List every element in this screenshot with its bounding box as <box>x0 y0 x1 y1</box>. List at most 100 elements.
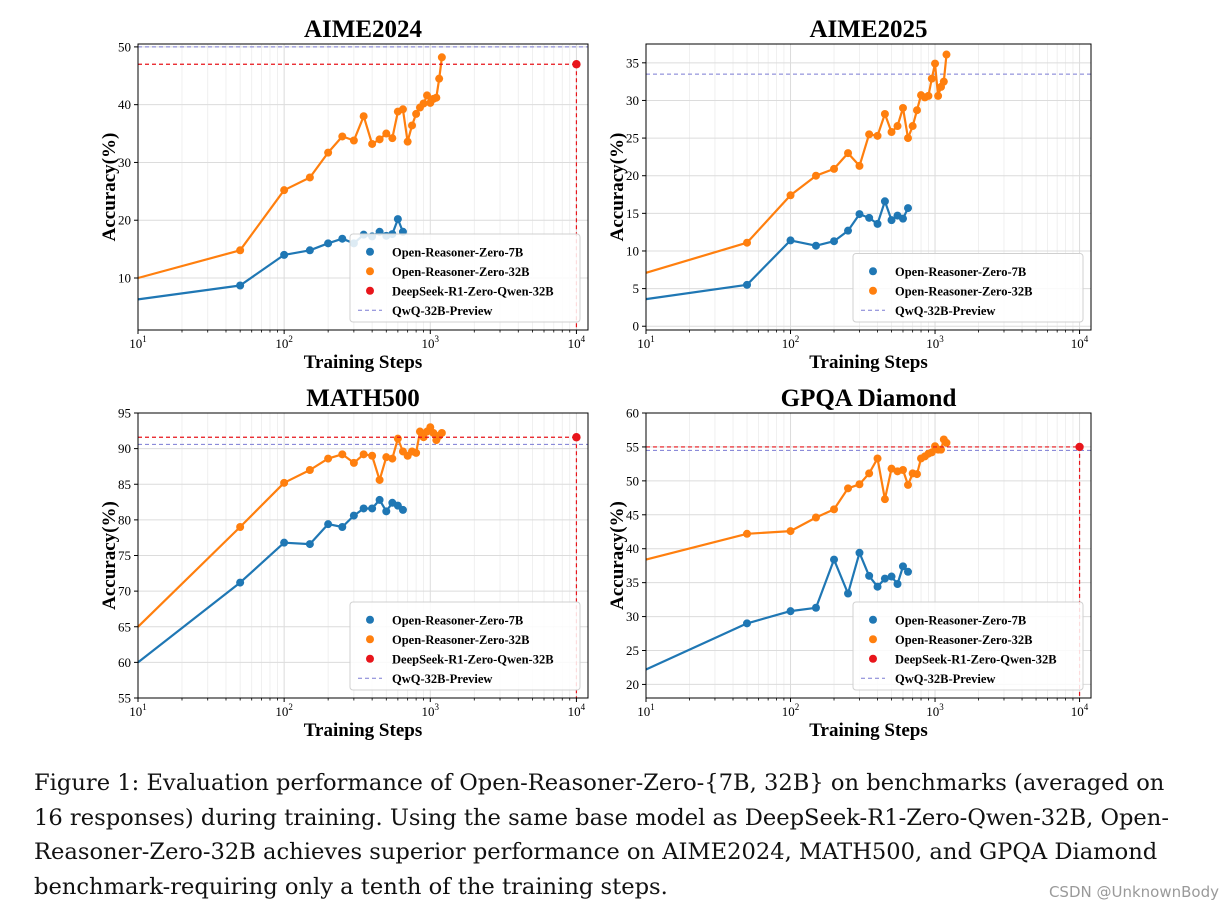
data-point <box>942 50 951 59</box>
legend-box <box>349 233 581 323</box>
data-point <box>338 132 347 141</box>
data-point <box>236 578 245 587</box>
data-point <box>359 504 368 513</box>
data-point <box>942 438 951 447</box>
legend-label: QwQ-32B-Preview <box>895 304 995 318</box>
data-point <box>830 505 839 514</box>
y-tick-label: 5 <box>633 281 640 296</box>
x-tick-label: 104 <box>568 702 586 719</box>
y-tick-label: 55 <box>626 439 639 454</box>
chart-title: AIME2025 <box>809 16 927 43</box>
legend-swatch-dot <box>869 654 877 663</box>
data-point <box>382 453 391 462</box>
y-tick-label: 85 <box>118 477 131 492</box>
data-point <box>855 548 864 557</box>
x-tick-label: 103 <box>422 702 440 719</box>
data-point <box>398 505 407 514</box>
x-tick-label: 102 <box>275 334 293 351</box>
data-point <box>349 511 358 520</box>
legend-label: Open-Reasoner-Zero-7B <box>895 265 1026 279</box>
chart-panel-3: 101 102 103 104 20 25 30 35 40 45 50 55 60 GPQA Diamo… <box>607 385 1092 741</box>
y-tick-label: 55 <box>118 691 131 706</box>
legend-label: DeepSeek-R1-Zero-Qwen-32B <box>895 652 1057 666</box>
data-point <box>898 562 907 571</box>
legend-swatch-dot <box>366 635 374 644</box>
legend-label: QwQ-32B-Preview <box>392 304 492 318</box>
x-tick-label: 104 <box>1071 334 1089 351</box>
legend: Open-Reasoner-Zero-7B Open-Reasoner-Zero-… <box>852 253 1084 323</box>
data-point <box>359 450 368 459</box>
data-point <box>912 470 921 479</box>
y-tick-label: 80 <box>118 512 131 527</box>
data-point <box>743 619 752 628</box>
data-point <box>324 239 333 248</box>
data-point <box>937 445 946 454</box>
data-point <box>811 241 820 250</box>
y-tick-label: 70 <box>118 584 131 599</box>
data-point <box>893 122 902 131</box>
data-point <box>349 458 358 467</box>
data-point <box>830 555 839 564</box>
legend-swatch-dot <box>366 615 374 624</box>
y-tick-label: 75 <box>118 548 131 563</box>
x-tick-label: 101 <box>637 702 655 719</box>
y-tick-label: 20 <box>626 168 639 183</box>
data-point <box>844 226 853 235</box>
data-point <box>887 216 896 225</box>
data-point <box>924 91 933 100</box>
data-point <box>844 149 853 158</box>
legend-swatch-dot <box>366 654 374 663</box>
y-axis-label: Accuracy(%) <box>99 133 120 242</box>
data-point <box>403 137 412 146</box>
data-point <box>904 480 913 489</box>
legend-label: Open-Reasoner-Zero-7B <box>392 613 523 627</box>
data-point <box>743 238 752 247</box>
legend-label: QwQ-32B-Preview <box>392 672 492 686</box>
data-point <box>415 427 424 436</box>
legend-label: DeepSeek-R1-Zero-Qwen-32B <box>392 284 554 298</box>
data-point <box>865 213 874 222</box>
data-point <box>931 59 940 68</box>
data-point <box>375 495 384 504</box>
plot-frame <box>645 43 1092 331</box>
y-tick-label: 25 <box>626 131 639 146</box>
legend-label: Open-Reasoner-Zero-32B <box>392 265 529 279</box>
legend-label: Open-Reasoner-Zero-7B <box>895 613 1026 627</box>
y-tick-label: 30 <box>626 93 639 108</box>
legend-swatch-dot <box>869 615 877 624</box>
y-tick-label: 90 <box>118 441 131 456</box>
legend-label: Open-Reasoner-Zero-32B <box>895 633 1032 647</box>
data-point <box>280 250 289 259</box>
y-tick-label: 95 <box>118 406 131 421</box>
data-point <box>338 523 347 531</box>
data-point <box>880 574 889 583</box>
legend-box <box>852 253 1084 323</box>
data-point <box>412 109 421 118</box>
x-tick-label: 103 <box>926 334 944 351</box>
data-point <box>432 93 441 102</box>
data-point <box>236 523 245 531</box>
x-tick-label: 101 <box>637 334 655 351</box>
chart-panel-0: 101 102 103 104 10 20 30 40 50 AIME2024 Training S… <box>99 16 589 373</box>
data-point <box>873 131 882 140</box>
data-point <box>927 74 936 83</box>
data-point <box>893 580 902 588</box>
legend-swatch-dot <box>366 267 374 276</box>
data-point <box>349 136 358 145</box>
y-tick-label: 30 <box>118 155 131 170</box>
data-point <box>305 173 314 182</box>
x-tick-label: 101 <box>129 702 147 719</box>
legend-box <box>852 601 1084 691</box>
x-tick-label: 102 <box>782 334 800 351</box>
data-point <box>830 237 839 246</box>
x-tick-label: 104 <box>568 334 586 351</box>
data-point <box>873 219 882 228</box>
data-point <box>280 478 289 487</box>
data-point <box>388 134 397 143</box>
data-point <box>855 480 864 489</box>
series-line <box>137 426 443 628</box>
data-point <box>844 484 853 493</box>
data-point <box>393 215 402 224</box>
y-tick-label: 40 <box>118 97 131 112</box>
data-point <box>927 448 936 457</box>
